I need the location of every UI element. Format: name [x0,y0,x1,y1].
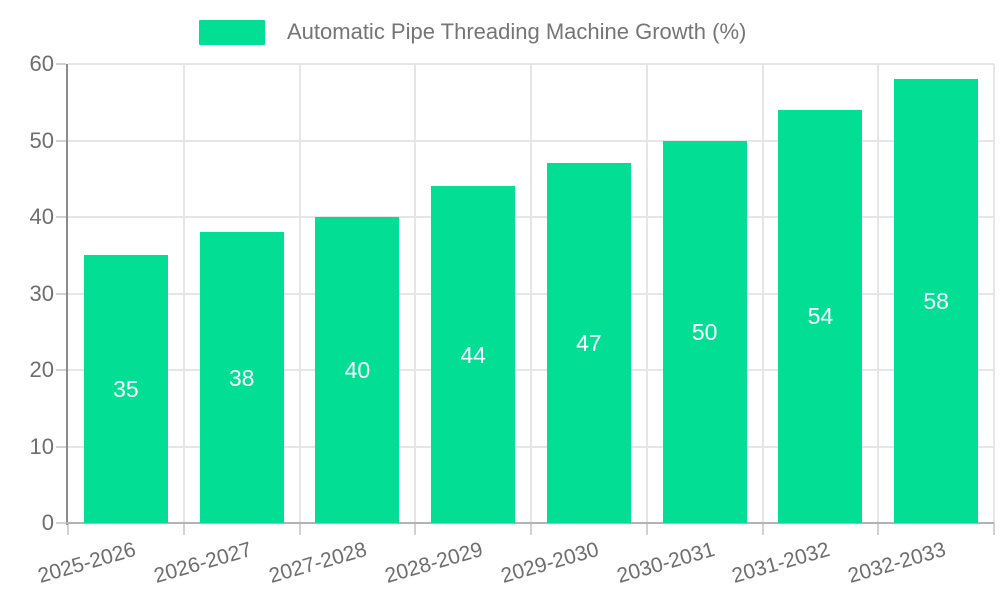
x-axis-tick [993,523,995,535]
bar-value-label: 40 [344,357,371,383]
bar-2030-2031[interactable] [662,140,747,523]
legend-label: Automatic Pipe Threading Machine Growth … [287,19,747,44]
y-axis-label: 10 [29,433,54,459]
x-axis-tick [761,523,764,535]
y-axis-line [66,64,68,525]
y-axis-tick [56,139,66,142]
y-axis-tick [56,445,66,448]
legend-swatch [199,19,265,45]
bar-value-label: 44 [460,341,486,368]
gridline-vertical [761,64,764,523]
bar-2025-2026[interactable] [83,255,168,523]
y-axis-label: 0 [41,510,54,535]
y-axis-tick [56,216,66,218]
x-axis-tick [877,523,880,535]
bar-2026-2027[interactable] [199,232,284,523]
gridline-vertical [414,64,417,523]
bar-value-label: 50 [691,318,718,345]
y-axis-tick [56,369,66,371]
y-axis-label: 40 [29,204,54,229]
bar-2027-2028[interactable] [315,217,400,523]
bar-value-label: 47 [576,330,602,357]
bar-2029-2030[interactable] [546,163,631,523]
bar-2028-2029[interactable] [431,186,516,523]
gridline-vertical [993,64,995,523]
x-axis-tick [645,523,648,535]
x-axis-tick [182,523,185,535]
bar-2032-2033[interactable] [894,79,979,523]
y-axis-label: 60 [29,51,54,76]
y-axis-tick [56,292,66,295]
y-axis-tick [56,63,66,65]
y-axis-label: 30 [29,280,54,306]
bar-value-label: 38 [228,364,255,391]
x-axis-tick [67,523,69,535]
bar-value-label: 35 [113,376,139,403]
gridline-vertical [298,64,301,523]
legend-item[interactable]: Automatic Pipe Threading Machine Growth … [199,18,746,46]
bar-2031-2032[interactable] [778,109,863,523]
gridline-vertical [877,64,880,523]
gridline-vertical [182,64,185,523]
x-axis-line [66,522,994,524]
gridline-vertical [530,64,532,523]
x-axis-tick [298,523,301,535]
x-axis-tick [414,523,417,535]
y-axis-tick [56,522,66,524]
y-axis-label: 50 [29,127,54,153]
bar-value-label: 58 [923,288,949,315]
gridline-vertical [645,64,648,523]
x-axis-tick [530,523,532,535]
y-axis-label: 20 [29,357,54,382]
bar-value-label: 54 [807,303,834,330]
